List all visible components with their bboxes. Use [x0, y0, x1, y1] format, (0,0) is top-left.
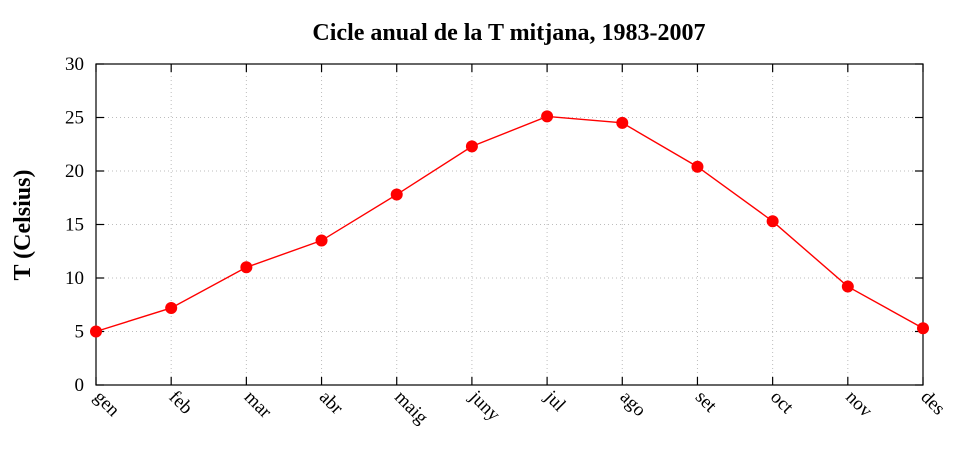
- x-tick-label: gen: [89, 387, 124, 422]
- data-point: [917, 322, 929, 335]
- y-tick-label: 5: [75, 322, 85, 343]
- y-tick-label: 0: [75, 375, 85, 396]
- data-point: [616, 116, 629, 129]
- y-axis-label: T (Celsius): [10, 170, 36, 281]
- series-temperature: [90, 110, 929, 338]
- y-tick-label: 15: [65, 215, 84, 236]
- x-tick-label: mar: [240, 387, 276, 423]
- x-tick-label: ago: [616, 387, 650, 421]
- data-point: [90, 325, 102, 338]
- data-point: [766, 215, 779, 228]
- y-tick-label: 20: [65, 161, 84, 182]
- x-tick-label: nov: [841, 387, 876, 422]
- data-point: [841, 280, 854, 293]
- data-point: [541, 110, 554, 123]
- data-point: [390, 188, 403, 201]
- x-tick-label: oct: [766, 387, 798, 419]
- grid: [96, 64, 923, 385]
- data-point: [691, 160, 704, 173]
- x-tick-label: set: [691, 387, 721, 417]
- x-tick-label: feb: [165, 387, 197, 419]
- x-tick-label: jul: [540, 386, 570, 416]
- x-tick-label: maig: [390, 387, 432, 429]
- y-tick-label: 25: [65, 108, 84, 129]
- x-tick-label: juny: [465, 386, 505, 426]
- y-tick-label: 30: [65, 54, 84, 75]
- chart-title: Cicle anual de la T mitjana, 1983-2007: [312, 20, 705, 46]
- axis-ticks: 0 5 10 15 20 25 30 gen feb mar abr maig juny jul ago se…: [65, 54, 949, 429]
- data-point: [240, 261, 253, 274]
- x-tick-label: des: [916, 387, 949, 420]
- series-line: [95, 115, 924, 333]
- data-point: [315, 234, 328, 247]
- data-point: [165, 301, 178, 314]
- x-tick-label: abr: [315, 387, 347, 419]
- data-point: [465, 140, 478, 153]
- y-tick-label: 10: [65, 268, 84, 289]
